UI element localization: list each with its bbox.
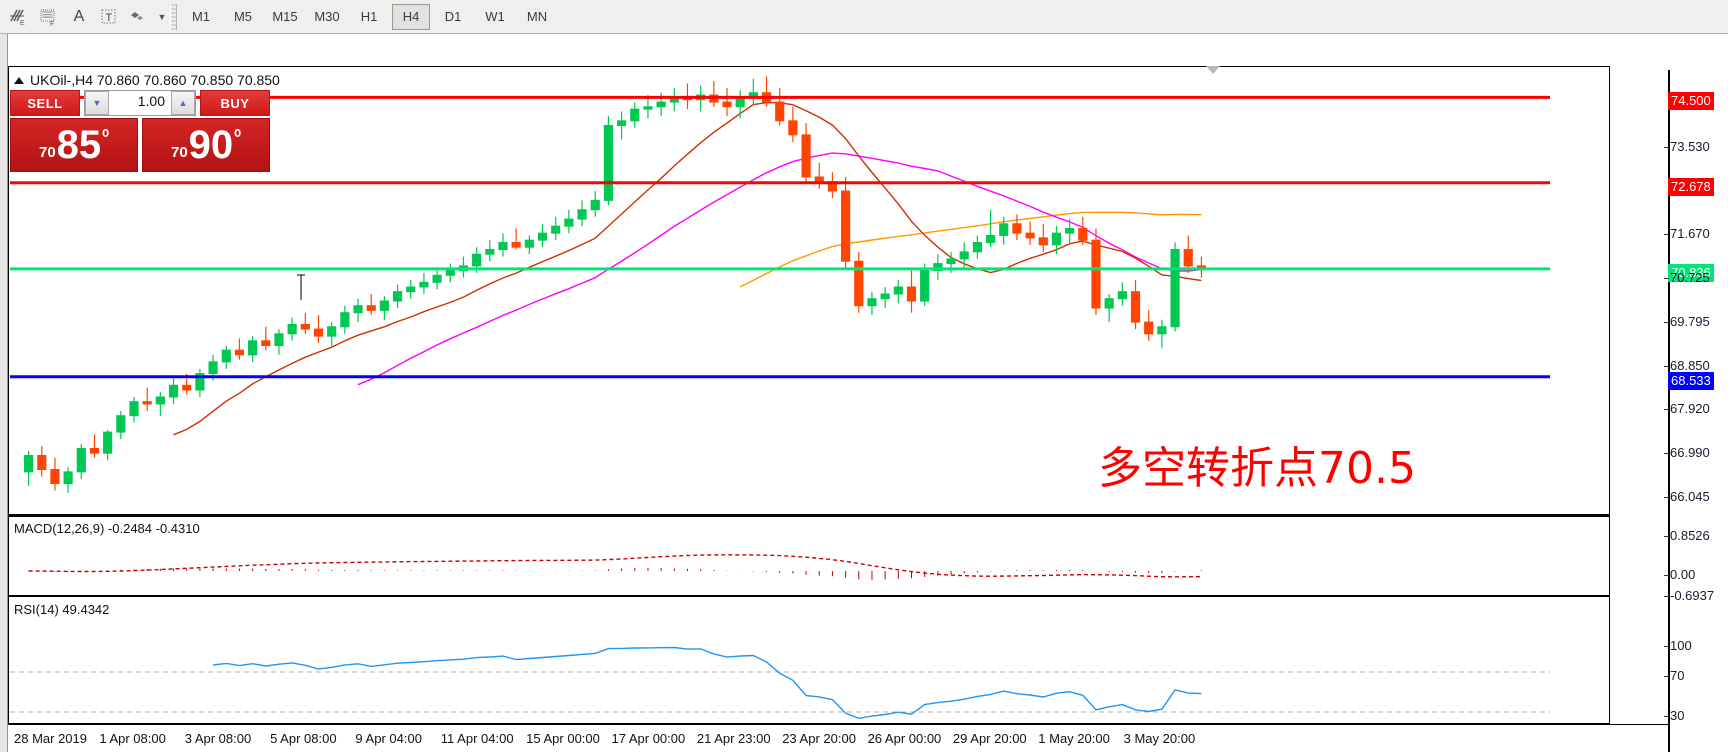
time-tick-13: 3 May 20:00 bbox=[1123, 731, 1196, 746]
time-tick-8: 21 Apr 23:00 bbox=[696, 731, 771, 746]
timeframe-h4[interactable]: H4 bbox=[392, 3, 430, 30]
time-tick-10: 26 Apr 00:00 bbox=[867, 731, 942, 746]
sell-button[interactable]: SELL bbox=[10, 90, 80, 116]
lot-increase-button[interactable]: ▲ bbox=[171, 91, 195, 115]
chart-left-gutter bbox=[0, 34, 8, 752]
price-scale-line bbox=[1668, 70, 1670, 752]
macd-tick-0: 0.8526 bbox=[1664, 528, 1710, 543]
sell-price-whole: 70 bbox=[38, 144, 56, 161]
buy-price-fraction: ⁰ bbox=[234, 127, 241, 146]
price-pane bbox=[8, 66, 1610, 516]
time-tick-1: 1 Apr 08:00 bbox=[99, 731, 166, 746]
rsi-series bbox=[10, 646, 1550, 720]
price-tick-73-530: 73.530 bbox=[1664, 138, 1710, 154]
objects-icon[interactable] bbox=[124, 3, 154, 31]
time-tick-9: 23 Apr 20:00 bbox=[782, 731, 856, 746]
time-scale[interactable]: 28 Mar 2019 1 Apr 08:00 3 Apr 08:00 5 Apr 0… bbox=[8, 724, 1668, 752]
time-tick-11: 29 Apr 20:00 bbox=[952, 731, 1027, 746]
timeframe-m30[interactable]: M30 bbox=[314, 9, 340, 24]
sell-price-box[interactable]: 70 85 ⁰ bbox=[10, 118, 138, 172]
symbol-header: UKOil-,H4 70.860 70.860 70.850 70.850 bbox=[14, 72, 280, 88]
sell-price-fraction: ⁰ bbox=[102, 127, 109, 146]
main-toolbar: E F A T ▼ M1 M5 M15 M30 H1 H4 D1 W1 MN bbox=[0, 0, 1728, 34]
price-label-74-500: 74.500 bbox=[1668, 92, 1714, 111]
time-tick-4: 9 Apr 04:00 bbox=[355, 731, 422, 746]
lot-size-stepper[interactable]: ▼ 1.00 ▲ bbox=[84, 90, 196, 116]
price-label-72-678: 72.678 bbox=[1668, 177, 1714, 196]
timeframe-mn[interactable]: MN bbox=[526, 9, 548, 24]
time-tick-5: 11 Apr 04:00 bbox=[440, 731, 514, 746]
text-icon[interactable]: A bbox=[73, 7, 85, 25]
time-tick-2: 3 Apr 08:00 bbox=[184, 731, 252, 746]
rsi-label: RSI(14) 49.4342 bbox=[14, 602, 110, 617]
rsi-tick-30: 30 bbox=[1663, 708, 1685, 723]
timeframe-d1[interactable]: D1 bbox=[444, 9, 462, 24]
buy-button[interactable]: BUY bbox=[200, 90, 270, 116]
collapse-arrow-icon[interactable] bbox=[1206, 66, 1220, 74]
price-tick-69-795: 69.795 bbox=[1664, 313, 1710, 329]
symbol-header-text: UKOil-,H4 70.860 70.860 70.850 70.850 bbox=[30, 72, 280, 88]
timeframe-w1[interactable]: W1 bbox=[485, 9, 505, 24]
price-tick-66-045: 66.045 bbox=[1664, 489, 1710, 505]
svg-text:T: T bbox=[106, 12, 113, 24]
chevron-down-icon[interactable]: ▼ bbox=[157, 11, 167, 22]
macd-label: MACD(12,26,9) -0.2484 -0.4310 bbox=[14, 521, 200, 536]
svg-text:E: E bbox=[20, 20, 25, 27]
timeframe-h1[interactable]: H1 bbox=[360, 9, 378, 24]
indicators-icon[interactable]: E bbox=[4, 3, 34, 31]
text-label-icon[interactable]: T bbox=[94, 3, 124, 31]
timeframe-m1[interactable]: M1 bbox=[191, 9, 211, 24]
buy-price-pips: 90 bbox=[188, 123, 234, 167]
sell-price-pips: 85 bbox=[56, 123, 102, 167]
rsi-tick-100: 100 bbox=[1664, 638, 1692, 653]
periodicity-icon[interactable]: F bbox=[34, 3, 64, 31]
timeframe-m5[interactable]: M5 bbox=[233, 9, 253, 24]
buy-price-whole: 70 bbox=[170, 144, 188, 161]
chart-annotation: 多空转折点70.5 bbox=[1098, 443, 1416, 494]
time-tick-3: 5 Apr 08:00 bbox=[270, 731, 337, 746]
svg-text:F: F bbox=[50, 21, 54, 27]
buy-price-box[interactable]: 70 90 ⁰ bbox=[142, 118, 270, 172]
price-label-70-836: 70.836 bbox=[1668, 263, 1714, 282]
time-tick-0: 28 Mar 2019 bbox=[14, 731, 87, 746]
timeframe-m15[interactable]: M15 bbox=[272, 9, 298, 24]
price-scale[interactable]: 73.530 71.670 69.795 68.850 67.920 66.990 66.0… bbox=[1663, 70, 1728, 752]
price-tick-68-850: 68.850 bbox=[1664, 357, 1710, 373]
rsi-tick-70: 70 bbox=[1663, 668, 1685, 683]
macd-series bbox=[28, 554, 1202, 580]
macd-pane bbox=[8, 516, 1610, 596]
macd-tick-2: -0.6937 bbox=[1663, 588, 1715, 603]
toolbar-grip[interactable] bbox=[170, 3, 177, 30]
price-tick-70-725: 70.725 bbox=[1664, 270, 1710, 286]
one-click-trading-panel[interactable]: SELL ▼ 1.00 ▲ BUY 70 85 ⁰ 70 90 ⁰ bbox=[10, 90, 270, 172]
chart-window[interactable]: UKOil-,H4 70.860 70.860 70.850 70.850 MA… bbox=[0, 34, 1728, 752]
chart-canvas[interactable] bbox=[8, 66, 1668, 752]
lot-decrease-button[interactable]: ▼ bbox=[85, 91, 109, 115]
macd-tick-1: 0.00 bbox=[1663, 567, 1696, 582]
rsi-pane bbox=[8, 596, 1610, 724]
time-tick-6: 15 Apr 00:00 bbox=[526, 731, 600, 746]
crosshair-marker bbox=[296, 274, 306, 300]
price-tick-67-920: 67.920 bbox=[1664, 401, 1710, 417]
price-tick-71-670: 71.670 bbox=[1664, 225, 1710, 241]
lot-size-input[interactable]: 1.00 bbox=[137, 93, 165, 109]
expand-triangle-icon[interactable] bbox=[14, 76, 24, 84]
price-label-68-533: 68.533 bbox=[1668, 371, 1714, 390]
price-tick-66-990: 66.990 bbox=[1664, 444, 1710, 460]
time-tick-12: 1 May 20:00 bbox=[1038, 731, 1110, 746]
time-tick-7: 17 Apr 00:00 bbox=[611, 731, 686, 746]
moving-averages bbox=[173, 102, 1202, 436]
candlesticks bbox=[24, 76, 1206, 493]
